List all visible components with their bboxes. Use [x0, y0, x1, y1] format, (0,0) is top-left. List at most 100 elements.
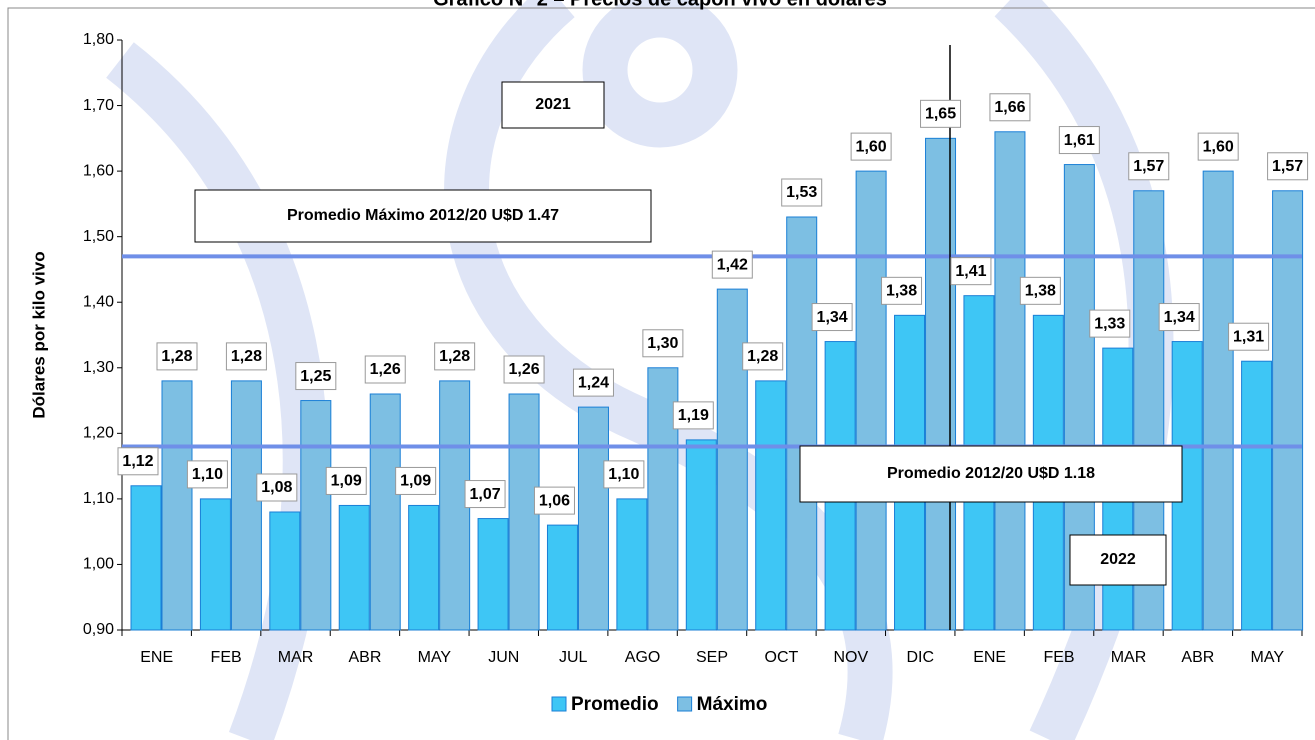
value-label-text: 1,09	[331, 473, 362, 490]
value-label-text: 1,10	[608, 466, 639, 483]
bar	[269, 511, 301, 631]
annotation: 2021	[535, 96, 571, 113]
bar	[577, 406, 609, 631]
value-label-box	[503, 355, 545, 384]
value-label: 1,08	[256, 473, 298, 502]
value-label-text: 1,65	[925, 106, 956, 123]
value-label-text: 1,26	[370, 361, 401, 378]
x-tick-label: JUN	[488, 649, 519, 666]
legend-swatch	[677, 696, 693, 712]
value-label-text: 1,34	[1164, 309, 1195, 326]
value-label: 1,38	[1019, 276, 1061, 305]
value-label-box	[186, 460, 228, 489]
value-label-box	[811, 303, 853, 332]
value-label-text: 1,38	[886, 283, 917, 300]
value-label: 1,30	[642, 329, 684, 358]
chart-title: Gráfico N° 2 – Precios de capón vivo en …	[433, 0, 887, 10]
x-tick-label: DIC	[906, 649, 934, 666]
value-label-box	[295, 362, 337, 391]
value-label-text: 1,30	[647, 335, 678, 352]
x-tick-label: MAY	[1251, 649, 1285, 666]
value-label: 1,12	[117, 447, 159, 476]
y-axis-label: Dólares por kilo vivo	[29, 251, 48, 418]
value-label: 1,41	[950, 257, 992, 286]
reference-label-box	[194, 189, 652, 243]
value-label: 1,60	[850, 132, 892, 161]
x-tick-label: ABR	[348, 649, 381, 666]
legend-label: Máximo	[697, 694, 768, 715]
x-tick-label: ENE	[140, 649, 173, 666]
reference-label: Promedio Máximo 2012/20 U$D 1.47	[287, 207, 559, 224]
value-label: 1,66	[989, 93, 1031, 122]
y-tick-label: 1,00	[83, 556, 114, 573]
annotation-box	[1069, 534, 1167, 586]
value-label: 1,34	[1158, 303, 1200, 332]
value-label: 1,33	[1089, 309, 1131, 338]
value-label: 1,60	[1197, 132, 1239, 161]
x-tick-label: MAY	[418, 649, 452, 666]
x-tick-label: FEB	[211, 649, 242, 666]
y-tick-label: 1,50	[83, 228, 114, 245]
value-label-text: 1,53	[786, 184, 817, 201]
value-label-text: 1,10	[192, 466, 223, 483]
value-label-box	[117, 447, 159, 476]
value-label-box	[1228, 322, 1270, 351]
bar	[338, 504, 370, 631]
bar	[755, 380, 787, 631]
value-label-text: 1,28	[161, 348, 192, 365]
reference-label: Promedio 2012/20 U$D 1.18	[887, 465, 1095, 482]
bar	[130, 485, 162, 631]
value-label: 1,28	[225, 342, 267, 371]
value-label-text: 1,25	[300, 368, 331, 385]
value-label-box	[256, 473, 298, 502]
value-label-box	[642, 329, 684, 358]
value-label-text: 1,41	[955, 263, 986, 280]
x-tick-label: ENE	[973, 649, 1006, 666]
annotation-box	[501, 81, 605, 129]
value-label-box	[742, 342, 784, 371]
value-label-box	[850, 132, 892, 161]
bar	[199, 498, 231, 631]
value-label: 1,28	[156, 342, 198, 371]
x-tick-label: AGO	[625, 649, 661, 666]
overlay: 2021 2022 Promedio Máximo 2012/20 U$D 1.…	[117, 45, 1309, 630]
x-tick-label: OCT	[765, 649, 799, 666]
bar	[161, 380, 193, 631]
value-label: 1,06	[533, 486, 575, 515]
chart-frame	[7, 7, 1315, 740]
value-label-text: 1,06	[539, 492, 570, 509]
value-label-text: 1,34	[817, 309, 848, 326]
bar	[685, 439, 717, 631]
bar	[1241, 360, 1273, 631]
bar	[477, 518, 509, 631]
x-tick-label: FEB	[1043, 649, 1074, 666]
value-label-text: 1,12	[122, 453, 153, 470]
bar	[230, 380, 262, 631]
value-label-box	[950, 257, 992, 286]
bar	[994, 131, 1026, 631]
value-label: 1,09	[395, 466, 437, 495]
x-tick-label: ABR	[1181, 649, 1214, 666]
value-label-text: 1,60	[1203, 138, 1234, 155]
value-label: 1,28	[434, 342, 476, 371]
value-label-text: 1,57	[1133, 158, 1164, 175]
value-label: 1,31	[1228, 322, 1270, 351]
bar	[855, 170, 887, 631]
bar	[786, 216, 818, 631]
annotation: 2022	[1100, 551, 1136, 568]
bar	[300, 400, 332, 631]
x-tick-label: MAR	[278, 649, 314, 666]
value-label: 1,10	[186, 460, 228, 489]
value-label-text: 1,28	[231, 348, 262, 365]
y-tick-label: 1,20	[83, 425, 114, 442]
bar	[716, 288, 748, 631]
value-label-box	[533, 486, 575, 515]
y-tick-label: 0,90	[83, 621, 114, 638]
value-label-text: 1,19	[678, 407, 709, 424]
y-tick-label: 1,70	[83, 97, 114, 114]
x-tick-label: SEP	[696, 649, 728, 666]
value-label-box	[1158, 303, 1200, 332]
value-label-text: 1,31	[1233, 328, 1264, 345]
